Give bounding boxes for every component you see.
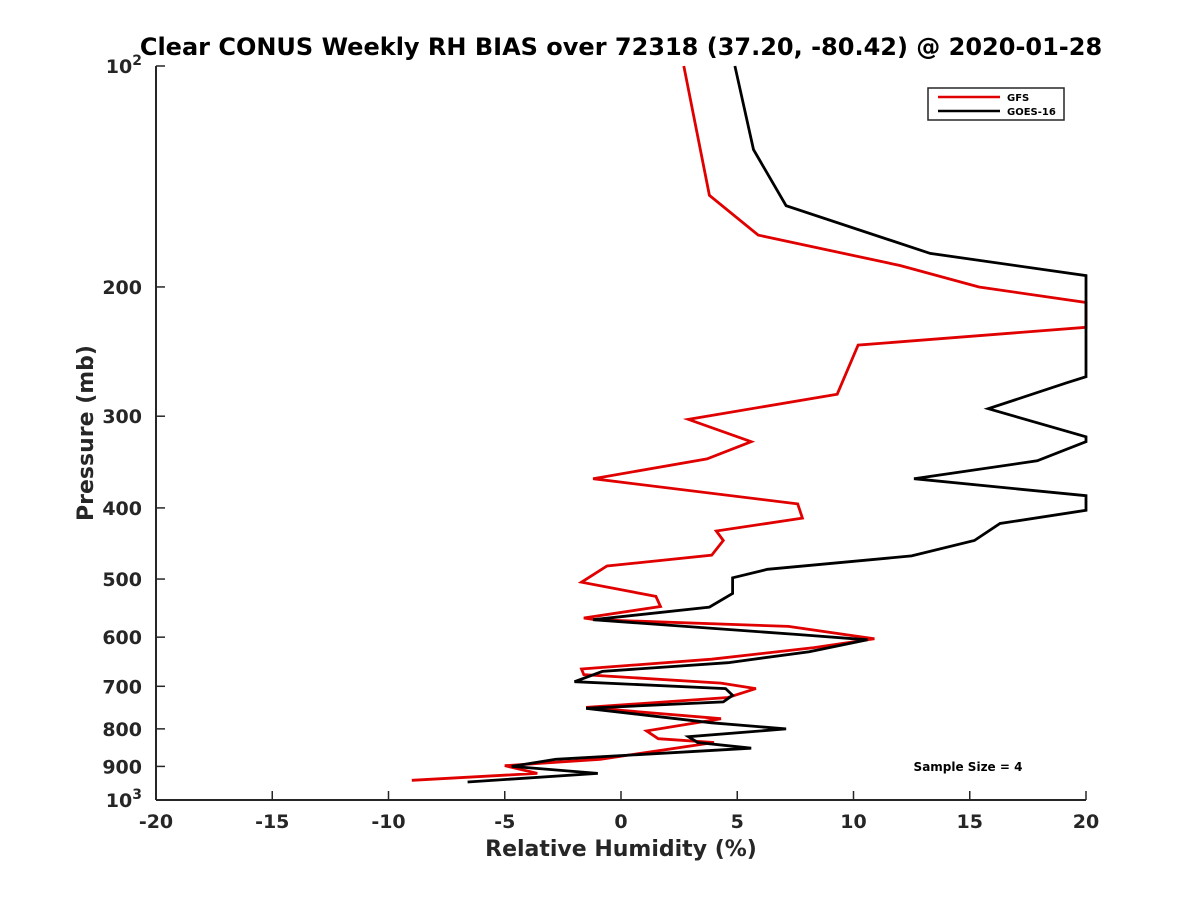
x-tick-label: 10 — [840, 811, 866, 833]
x-tick-label: -20 — [139, 811, 173, 833]
legend: GFS GOES-16 — [927, 87, 1065, 121]
legend-label-goes16: GOES-16 — [1007, 107, 1056, 118]
y-tick-label: 700 — [102, 676, 142, 698]
y-tick-label: 800 — [102, 719, 142, 741]
sample-size-note: Sample Size = 4 — [914, 760, 1023, 774]
y-tick-label: 400 — [102, 498, 142, 520]
y-tick-label: 900 — [102, 756, 142, 778]
y-tick-label: 103 — [106, 787, 142, 812]
y-tick-label: 600 — [102, 627, 142, 649]
x-tick-label: -15 — [255, 811, 289, 833]
y-tick-label: 102 — [106, 53, 142, 78]
series-line-goes16 — [467, 65, 1088, 784]
axes-layer — [155, 66, 1086, 801]
x-tick-label: 15 — [957, 811, 983, 833]
y-tick-label: 300 — [102, 406, 142, 428]
y-tick-label: 200 — [102, 277, 142, 299]
y-ticks: 102 200 300 400 500 600 700 800 900 103 — [102, 53, 165, 812]
x-tick-label: 5 — [731, 811, 744, 833]
series-layer — [411, 65, 1088, 784]
x-ticks: -20 -15 -10 -5 0 5 10 15 20 — [139, 791, 1099, 833]
y-tick-label: 500 — [102, 569, 142, 591]
x-tick-label: -5 — [494, 811, 515, 833]
x-axis-label: Relative Humidity (%) — [485, 837, 757, 862]
chart-title: Clear CONUS Weekly RH BIAS over 72318 (3… — [140, 33, 1102, 61]
legend-box — [927, 87, 1065, 121]
series-line-gfs — [411, 65, 1088, 782]
x-tick-label: 20 — [1073, 811, 1099, 833]
legend-label-gfs: GFS — [1007, 93, 1029, 104]
x-tick-label: 0 — [614, 811, 627, 833]
x-tick-label: -10 — [371, 811, 405, 833]
y-axis-label: Pressure (mb) — [74, 345, 99, 521]
